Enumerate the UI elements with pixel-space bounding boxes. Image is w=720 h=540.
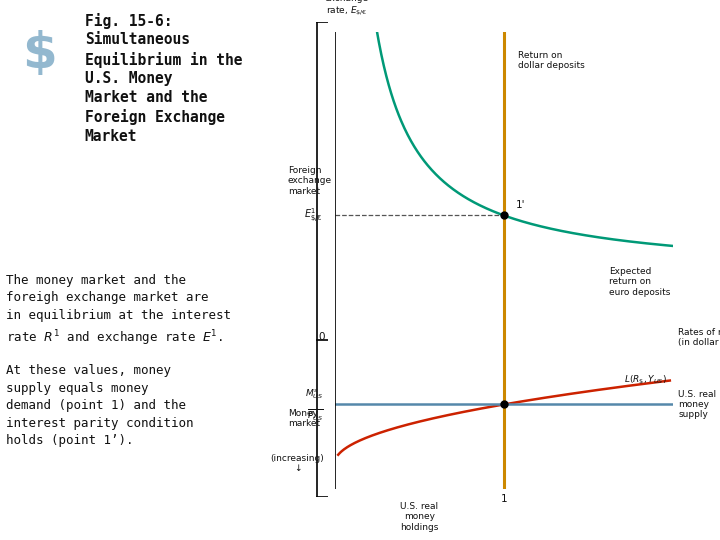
Text: At these values, money
supply equals money
demand (point 1) and the
interest par: At these values, money supply equals mon…	[6, 364, 194, 447]
Text: $\overline{P_{US}}$: $\overline{P_{US}}$	[307, 407, 323, 423]
Text: 1: 1	[500, 494, 508, 504]
Text: 0: 0	[318, 333, 325, 342]
Text: Copyright © 2015 Pearson Education, Inc. All rights reserved.: Copyright © 2015 Pearson Education, Inc.…	[14, 515, 365, 524]
Text: 1': 1'	[516, 200, 526, 210]
Text: Return on
dollar deposits: Return on dollar deposits	[518, 51, 585, 70]
Text: Foreign
exchange
market: Foreign exchange market	[288, 166, 332, 195]
Text: The money market and the
foreigh exchange market are
in equilibrium at the inter: The money market and the foreigh exchang…	[6, 274, 231, 348]
Text: U.S. real
money
supply: U.S. real money supply	[678, 389, 716, 420]
Text: $E^1_{\$/€}$: $E^1_{\$/€}$	[305, 207, 323, 224]
Text: $: $	[22, 30, 57, 78]
Text: 15-17: 15-17	[677, 515, 706, 524]
Text: Fig. 15-6:
Simultaneous
Equilibrium in the
U.S. Money
Market and the
Foreign Exc: Fig. 15-6: Simultaneous Equilibrium in t…	[85, 12, 242, 144]
Text: $L(R_{\$}, Y_{US})$: $L(R_{\$}, Y_{US})$	[624, 374, 667, 387]
Text: (increasing)
↓: (increasing) ↓	[271, 454, 325, 473]
Text: $M^s_{US}$: $M^s_{US}$	[305, 388, 323, 402]
Text: Rates of return
(in dollar terms): Rates of return (in dollar terms)	[678, 328, 720, 347]
Text: Dollar/euro
exchange
rate, $E_{\$/€}$: Dollar/euro exchange rate, $E_{\$/€}$	[322, 0, 372, 18]
Text: Expected
return on
euro deposits: Expected return on euro deposits	[609, 267, 670, 296]
Text: Money
market: Money market	[288, 409, 320, 428]
Text: U.S. real
money
holdings: U.S. real money holdings	[400, 502, 438, 532]
Text: $R^1_{\$}$: $R^1_{\$}$	[498, 355, 510, 372]
